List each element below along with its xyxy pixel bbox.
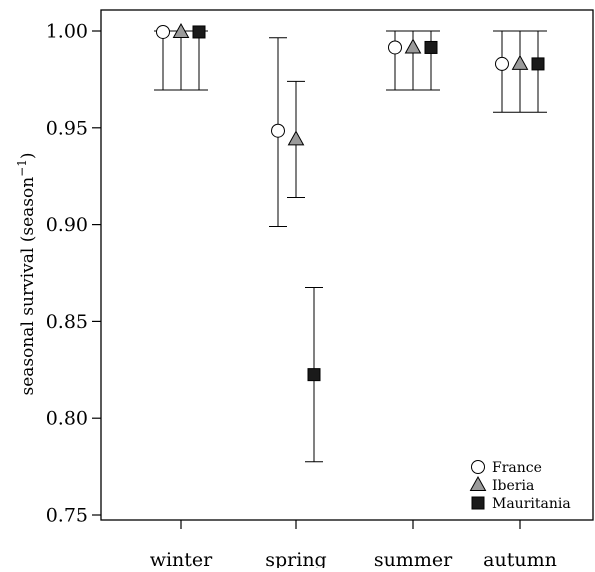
marker-triangle — [287, 130, 305, 146]
legend-label: Mauritania — [492, 496, 571, 512]
marker-square — [424, 40, 438, 54]
marker-circle — [388, 40, 402, 55]
marker-square — [531, 57, 545, 71]
point-mauritania-winter — [190, 25, 208, 91]
legend-marker-triangle — [469, 475, 487, 491]
legend-item-mauritania: Mauritania — [471, 496, 571, 512]
y-axis-label: seasonal survival (season−1) — [15, 152, 38, 395]
point-iberia-summer — [404, 30, 422, 91]
marker-square — [307, 368, 321, 382]
point-france-winter — [154, 24, 172, 91]
x-tick-label-winter: winter — [150, 549, 213, 568]
legend-marker-square — [471, 496, 485, 510]
legend-marker-circle — [471, 460, 485, 474]
point-mauritania-spring — [305, 287, 323, 463]
y-tick-label: 0.95 — [46, 117, 88, 139]
y-tick-label: 0.90 — [46, 214, 88, 236]
legend-item-france: France — [471, 460, 542, 476]
y-axis-label-superscript: −1 — [15, 159, 29, 177]
legend-label: Iberia — [492, 478, 534, 494]
x-tick-label-autumn: autumn — [483, 549, 557, 568]
y-axis: 0.75 0.80 0.85 0.90 0.95 1.00 — [46, 21, 101, 527]
legend-label: France — [492, 460, 542, 476]
marker-square — [192, 25, 206, 39]
y-tick-label: 1.00 — [46, 21, 88, 43]
x-axis: winter spring summer autumn — [150, 520, 557, 571]
marker-triangle — [404, 38, 422, 54]
y-axis-label-close: ) — [18, 152, 38, 159]
point-france-autumn — [493, 30, 511, 113]
point-mauritania-summer — [422, 30, 440, 91]
y-tick-label: 0.85 — [46, 311, 88, 333]
point-iberia-spring — [287, 80, 305, 198]
legend: France Iberia Mauritania — [469, 460, 571, 512]
plot-frame — [100, 9, 594, 521]
marker-triangle — [172, 22, 190, 38]
y-tick-label: 0.75 — [46, 505, 88, 527]
marker-circle — [495, 56, 509, 71]
y-tick-label: 0.80 — [46, 408, 88, 430]
data-marks — [154, 22, 547, 463]
marker-circle — [156, 24, 170, 39]
x-tick-label-spring: spring — [265, 549, 326, 568]
marker-circle — [271, 123, 285, 138]
point-france-spring — [269, 37, 287, 228]
point-iberia-winter — [172, 22, 190, 91]
marker-triangle — [511, 54, 529, 70]
legend-item-iberia: Iberia — [469, 475, 534, 494]
x-tick-label-summer: summer — [374, 549, 453, 568]
y-axis-label-main: seasonal survival (season — [18, 177, 38, 396]
point-mauritania-autumn — [529, 30, 547, 113]
point-france-summer — [386, 30, 404, 91]
point-iberia-autumn — [511, 30, 529, 113]
